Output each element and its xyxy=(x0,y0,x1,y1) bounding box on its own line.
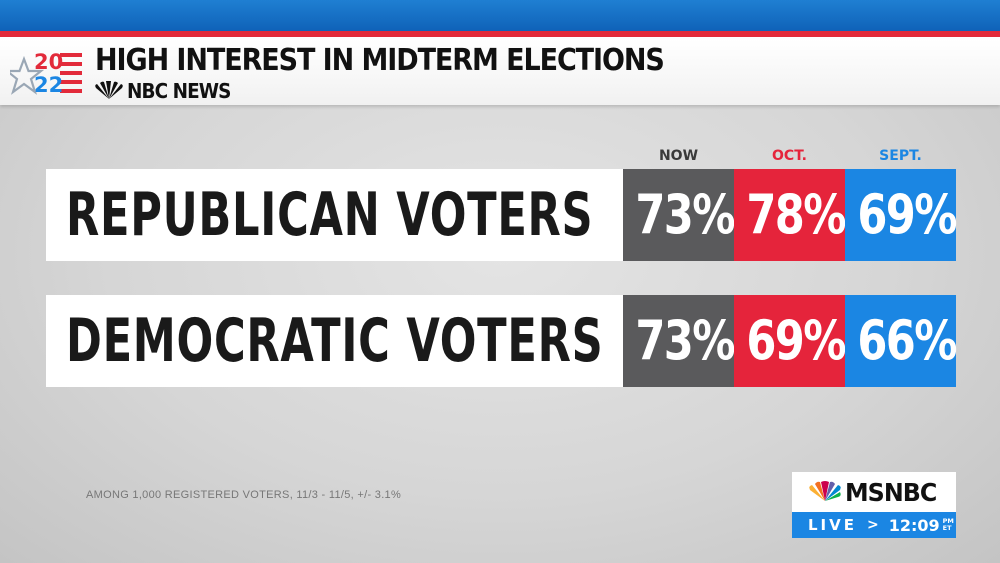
column-header-now: NOW xyxy=(658,148,699,164)
cell-republican-sept: 69% xyxy=(845,169,958,261)
row-label-republican: REPUBLICAN VOTERS xyxy=(66,180,594,250)
source-footnote: AMONG 1,000 REGISTERED VOTERS, 11/3 - 11… xyxy=(86,489,402,501)
election-2022-logo: 20 22 xyxy=(10,50,82,97)
graphic-header: 20 22 HIGH INTEREST IN MIDTERM ELECTIONS… xyxy=(0,39,1000,105)
peacock-icon xyxy=(809,481,841,501)
nbc-news-logo: NBC NEWS xyxy=(93,79,240,103)
logo-year-top: 20 xyxy=(34,50,63,74)
value-democratic-sept: 66% xyxy=(857,309,957,372)
table-row-republican: REPUBLICAN VOTERS 73% 78% 69% xyxy=(46,169,958,261)
value-republican-sept: 69% xyxy=(857,183,957,246)
cell-democratic-now: 73% xyxy=(623,295,736,387)
value-democratic-oct: 69% xyxy=(746,309,846,372)
value-republican-oct: 78% xyxy=(746,183,846,246)
top-banner xyxy=(0,0,1000,31)
column-header-oct: OCT. xyxy=(772,148,807,164)
value-democratic-now: 73% xyxy=(635,309,735,372)
timezone: ET xyxy=(942,524,952,532)
banner-stripe xyxy=(0,31,1000,39)
cell-republican-oct: 78% xyxy=(734,169,847,261)
cell-democratic-sept: 66% xyxy=(845,295,958,387)
cell-republican-now: 73% xyxy=(623,169,736,261)
column-header-sept: SEPT. xyxy=(879,148,922,164)
row-label-democratic: DEMOCRATIC VOTERS xyxy=(66,306,604,376)
live-label: LIVE xyxy=(808,516,857,534)
logo-year-bottom: 22 xyxy=(34,73,63,97)
value-republican-now: 73% xyxy=(635,183,735,246)
cell-democratic-oct: 69% xyxy=(734,295,847,387)
am-pm: PM xyxy=(942,517,954,525)
clock-time: 12:09 xyxy=(888,515,940,535)
msnbc-wordmark: MSNBC xyxy=(844,477,937,507)
msnbc-live-bug: MSNBC LIVE > 12:09 PM ET xyxy=(792,472,956,538)
peacock-icon xyxy=(95,81,123,99)
nbc-news-wordmark: NBC NEWS xyxy=(127,79,231,103)
chevron-right-icon: > xyxy=(867,517,879,533)
msnbc-logo: MSNBC xyxy=(792,472,956,512)
live-time-bar: LIVE > 12:09 PM ET xyxy=(792,512,956,538)
time-suffix: PM ET xyxy=(943,518,954,532)
table-row-democratic: DEMOCRATIC VOTERS 73% 69% 66% xyxy=(46,295,958,387)
graphic-title: HIGH INTEREST IN MIDTERM ELECTIONS xyxy=(95,43,665,78)
